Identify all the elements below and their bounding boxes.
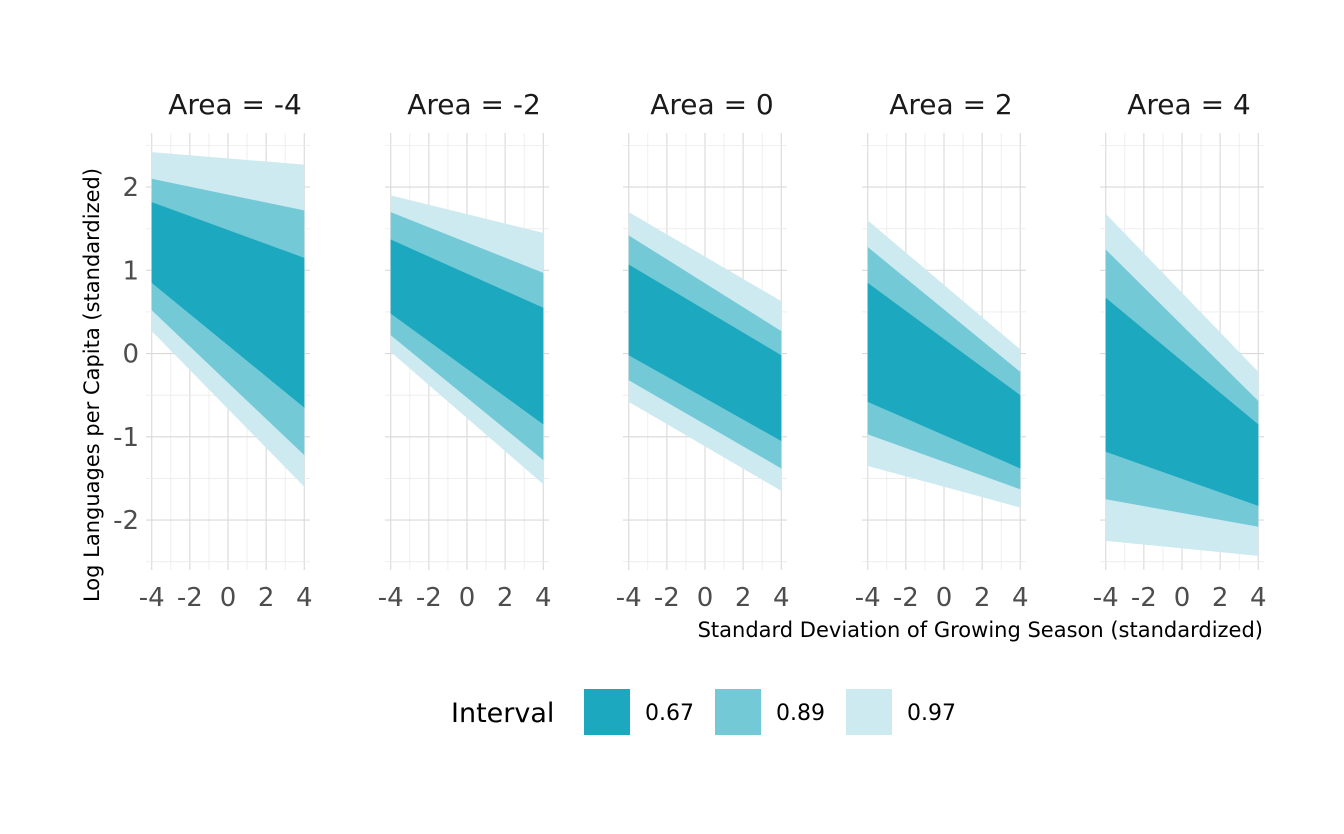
panel-title: Area = -4 <box>168 88 302 121</box>
x-tick-label: 0 <box>1174 583 1191 613</box>
x-tick-label: 4 <box>1250 583 1267 613</box>
x-tick-label: 0 <box>220 583 237 613</box>
x-tick-label: -2 <box>416 583 442 613</box>
x-tick-label: 0 <box>697 583 714 613</box>
y-tick-label: 2 <box>122 173 139 203</box>
interval-band-0.67 <box>867 282 1021 469</box>
x-tick-label: -2 <box>654 583 680 613</box>
x-tick-label: -2 <box>177 583 203 613</box>
interval-band-0.67 <box>628 264 782 441</box>
legend-key <box>715 689 761 735</box>
x-tick-label: -4 <box>139 583 165 613</box>
x-tick-label: 4 <box>296 583 313 613</box>
legend-item-0.97: 0.97 <box>846 689 956 735</box>
x-tick-label: 0 <box>936 583 953 613</box>
legend-item-0.89: 0.89 <box>715 689 825 735</box>
x-tick-label: 2 <box>1212 583 1229 613</box>
x-tick-label: -2 <box>1131 583 1157 613</box>
x-tick-label: -4 <box>855 583 881 613</box>
facet-panel: Area = 2 -4 -2 0 2 4 <box>855 88 1029 613</box>
legend-title: Interval <box>451 698 554 729</box>
facet-panel: Area = 4 -4 -2 0 2 4 <box>1093 88 1267 613</box>
panel-title: Area = 0 <box>650 88 774 121</box>
legend-label: 0.89 <box>776 701 825 726</box>
y-tick-label: 0 <box>122 340 139 370</box>
x-tick-label: -4 <box>1093 583 1119 613</box>
x-tick-label: 4 <box>1012 583 1029 613</box>
legend-label: 0.67 <box>645 701 694 726</box>
interval-band-0.67 <box>1105 297 1259 506</box>
legend-key <box>584 689 630 735</box>
panel-title: Area = 2 <box>889 88 1013 121</box>
x-axis-title: Standard Deviation of Growing Season (st… <box>698 618 1263 642</box>
x-tick-label: 4 <box>773 583 790 613</box>
panel-title: Area = -2 <box>407 88 541 121</box>
x-tick-label: 2 <box>497 583 514 613</box>
facet-panel: Area = 0 -4 -2 0 2 4 <box>616 88 790 613</box>
y-tick-label: -2 <box>113 506 139 536</box>
x-tick-label: 0 <box>459 583 476 613</box>
y-tick-label: -1 <box>113 423 139 453</box>
x-tick-label: 4 <box>535 583 552 613</box>
y-tick-label: 1 <box>122 256 139 286</box>
x-tick-label: 2 <box>735 583 752 613</box>
legend: Interval 0.67 0.89 0.97 <box>451 689 956 735</box>
x-tick-label: 2 <box>974 583 991 613</box>
x-tick-label: -2 <box>893 583 919 613</box>
x-tick-label: 2 <box>258 583 275 613</box>
legend-item-0.67: 0.67 <box>584 689 694 735</box>
panel-title: Area = 4 <box>1127 88 1251 121</box>
x-tick-label: -4 <box>378 583 404 613</box>
y-axis-ticks: -2 -1 0 1 2 <box>113 173 139 536</box>
facet-panel: Area = -2 -4 -2 0 2 4 <box>378 88 552 613</box>
legend-label: 0.97 <box>907 701 956 726</box>
interval-band-0.67 <box>151 202 305 408</box>
facet-panel: Area = -4 -4 -2 0 2 4 <box>139 88 313 613</box>
x-tick-label: -4 <box>616 583 642 613</box>
y-axis-title: Log Languages per Capita (standardized) <box>80 168 104 602</box>
legend-key <box>846 689 892 735</box>
interval-band-0.67 <box>390 239 544 425</box>
